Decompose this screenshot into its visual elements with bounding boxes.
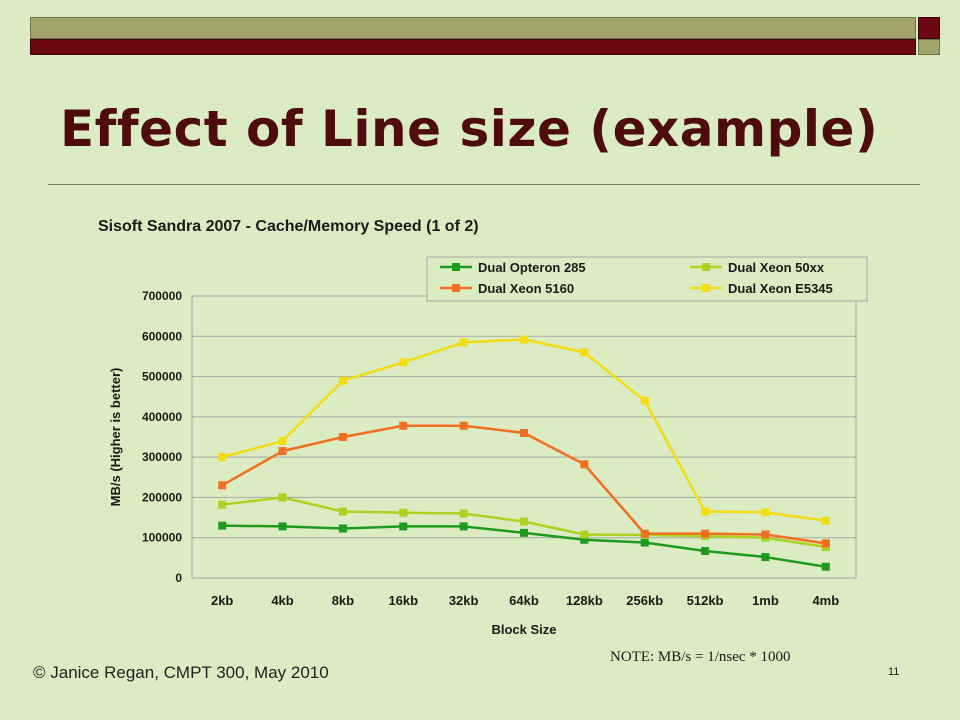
y-tick-label: 300000 (142, 450, 182, 464)
legend-swatch-marker (702, 263, 710, 271)
legend-box (426, 256, 868, 302)
x-tick-label: 32kb (449, 593, 479, 608)
data-point (338, 433, 347, 441)
x-tick-label: 16kb (388, 593, 418, 608)
data-point (640, 538, 649, 547)
y-tick-label: 700000 (142, 289, 182, 303)
y-tick-label: 500000 (142, 370, 182, 384)
data-point (520, 335, 528, 344)
data-point (821, 562, 830, 571)
data-point (338, 524, 347, 533)
x-tick-label: 8kb (332, 593, 354, 608)
data-point (218, 500, 227, 509)
data-point (278, 493, 287, 502)
legend-label: Dual Xeon 5160 (478, 281, 574, 296)
data-point (278, 437, 287, 446)
y-tick-label: 200000 (142, 490, 182, 504)
x-tick-label: 4mb (812, 593, 839, 608)
footer-copyright: © Janice Regan, CMPT 300, May 2010 (33, 663, 329, 682)
slide-title: Effect of Line size (example) (60, 100, 879, 158)
data-point (218, 481, 227, 490)
data-point (459, 522, 468, 531)
data-point (701, 529, 710, 538)
series-3 (218, 421, 830, 548)
x-tick-label: 4kb (271, 593, 293, 608)
data-point (218, 521, 227, 530)
data-point (821, 539, 830, 548)
x-axis-label: Block Size (491, 622, 556, 637)
data-point (338, 507, 347, 516)
title-divider (48, 184, 920, 185)
page-number: 11 (888, 666, 900, 678)
legend-label: Dual Xeon 50xx (728, 260, 825, 275)
x-tick-label: 512kb (687, 593, 724, 608)
data-point (520, 528, 528, 537)
data-point (218, 453, 227, 462)
x-axis-ticks: 2kb 4kb 8kb 16kb 32kb 64kb 128kb 256kb 512kb 1mb 4… (211, 593, 839, 608)
series-layer (218, 335, 830, 571)
data-point (399, 508, 408, 517)
data-point (459, 338, 468, 347)
y-tick-label: 0 (175, 571, 182, 585)
data-point (640, 396, 649, 405)
data-point (761, 530, 770, 539)
legend-swatch-marker (452, 263, 460, 271)
data-point (761, 553, 770, 562)
data-point (520, 428, 528, 437)
corner-square-maroon (918, 17, 940, 39)
chart-title: Sisoft Sandra 2007 - Cache/Memory Speed … (98, 218, 479, 235)
data-point (399, 522, 408, 531)
data-point (701, 547, 710, 556)
data-point (278, 522, 287, 531)
data-point (399, 421, 408, 430)
data-point (761, 508, 770, 517)
data-point (459, 421, 468, 430)
y-tick-label: 400000 (142, 410, 182, 424)
legend-label: Dual Opteron 285 (478, 260, 586, 275)
data-point (580, 460, 589, 469)
data-point (821, 516, 830, 525)
note-text: NOTE: MB/s = 1/nsec * 1000 (610, 649, 791, 665)
corner-square-olive (918, 39, 940, 55)
data-point (399, 358, 408, 367)
data-point (459, 509, 468, 518)
series-4 (218, 335, 830, 525)
legend-label: Dual Xeon E5345 (728, 281, 833, 296)
y-axis-label: MB/s (Higher is better) (108, 368, 123, 507)
x-tick-label: 64kb (509, 593, 539, 608)
data-point (701, 507, 710, 516)
data-point (580, 348, 589, 357)
y-axis-ticks: 0 100000 200000 300000 400000 500000 600000 700… (142, 289, 182, 585)
x-tick-label: 2kb (211, 593, 233, 608)
header-bar-maroon (30, 39, 916, 55)
y-tick-label: 600000 (142, 329, 182, 343)
legend: Dual Opteron 285 Dual Xeon 50xx Dual Xeon … (426, 256, 868, 302)
data-point (580, 530, 589, 539)
header-bar-olive (30, 17, 916, 39)
cache-memory-speed-chart: Sisoft Sandra 2007 - Cache/Memory Speed … (98, 218, 868, 637)
data-point (278, 447, 287, 456)
legend-swatch-marker (702, 284, 710, 292)
data-point (640, 529, 649, 538)
x-tick-label: 1mb (752, 593, 779, 608)
x-tick-label: 256kb (626, 593, 663, 608)
legend-swatch-marker (452, 284, 460, 292)
data-point (580, 535, 589, 544)
x-tick-label: 128kb (566, 593, 603, 608)
data-point (520, 517, 528, 526)
series-1 (218, 521, 830, 571)
y-tick-label: 100000 (142, 531, 182, 545)
data-point (338, 376, 347, 385)
